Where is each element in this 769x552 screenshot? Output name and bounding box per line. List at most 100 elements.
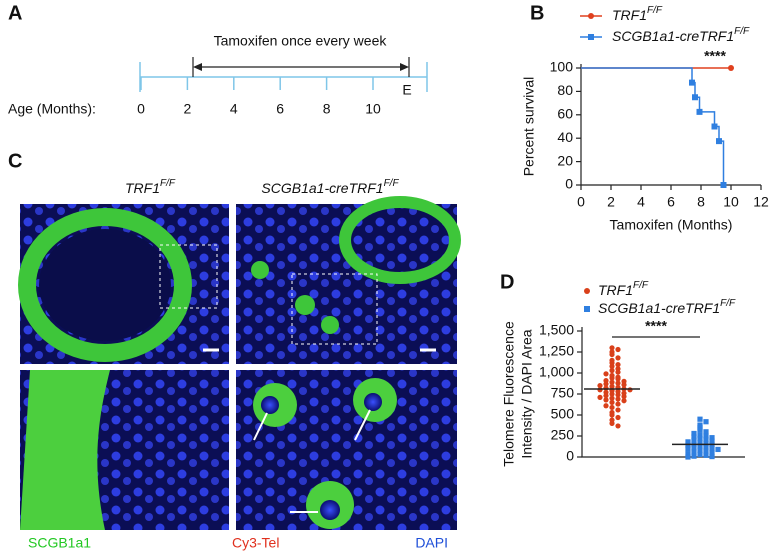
marker [709, 438, 715, 444]
marker [584, 306, 590, 312]
marker [703, 429, 709, 435]
x-axis-title: Tamoxifen (Months) [610, 217, 733, 233]
marker [711, 123, 718, 130]
marker [615, 369, 621, 375]
marker [615, 396, 621, 402]
axis-label: Age (Months): [8, 101, 96, 117]
marker [696, 108, 703, 115]
annotation: **** [645, 318, 667, 334]
y-axis-title: Percent survival [521, 77, 537, 177]
cell [321, 316, 339, 334]
marker [685, 451, 691, 457]
cell [295, 295, 315, 315]
micrographs: TRF1F/F SCGB1a1-creTRF1F/F SCGB1a1 Cy3-T… [18, 178, 461, 551]
arrow [253, 409, 371, 513]
marker [703, 433, 709, 439]
marker [609, 383, 615, 390]
marker [597, 387, 603, 393]
marker [703, 452, 709, 458]
marker [588, 13, 594, 19]
marker [609, 420, 615, 426]
y-tick-label: 20 [557, 152, 573, 168]
y-tick-label: 1,000 [539, 364, 574, 380]
marker [691, 437, 697, 443]
marker [697, 451, 703, 458]
panel-label: D [500, 271, 514, 293]
marker [609, 395, 615, 401]
marker [609, 351, 615, 358]
marker [584, 288, 590, 294]
marker [703, 436, 709, 442]
marker [697, 416, 703, 422]
panel-label: A [8, 2, 22, 24]
marker [697, 447, 703, 453]
series-name: TRF1 [598, 282, 633, 298]
marker [720, 182, 727, 188]
marker [691, 453, 697, 459]
timeline-tick-label: 10 [365, 101, 381, 117]
nucleus [261, 396, 279, 414]
marker [609, 404, 615, 411]
marker [709, 453, 715, 460]
x-tick-label: 0 [577, 194, 585, 210]
marker [597, 394, 603, 400]
marker [716, 138, 722, 145]
panel-label: B [530, 2, 544, 24]
nucleus [364, 393, 382, 411]
y-tick-label: 60 [557, 106, 573, 122]
marker [685, 442, 691, 448]
arrow-label: Tamoxifen once every week [214, 33, 388, 49]
series-name-sup: F/F [734, 26, 750, 37]
timeline: Tamoxifen once every week Age (Months): … [8, 33, 428, 117]
marker [691, 449, 697, 455]
marker [621, 398, 627, 404]
timeline-tick-label: 4 [230, 101, 238, 117]
marker [709, 446, 715, 452]
marker [621, 393, 627, 400]
marker [689, 79, 695, 86]
marker [615, 380, 621, 386]
marker [685, 439, 691, 445]
timeline-tick-label: 2 [184, 101, 192, 117]
timeline-tick-label: 0 [137, 101, 145, 117]
timeline-tick-label: 6 [276, 101, 284, 117]
stain-label: SCGB1a1 [28, 535, 91, 551]
series-name: SCGB1a1-creTRF1 [612, 28, 734, 44]
series-name: TRF1 [612, 7, 647, 23]
series-name: SCGB1a1-creTRF1 [598, 300, 720, 316]
annotation: **** [704, 48, 726, 64]
marker [603, 397, 609, 403]
panel-label: C [8, 150, 22, 172]
marker [615, 407, 621, 413]
timeline-tick-label: 8 [323, 101, 331, 117]
x-tick-label: 6 [667, 194, 675, 210]
y-axis-title: Telomere Fluorescence [501, 321, 517, 467]
y-axis-title: Intensity / DAPI Area [519, 329, 535, 458]
column-title: TRF1F/F [125, 178, 176, 196]
marker [709, 450, 715, 456]
y-tick-label: 1,500 [539, 322, 574, 338]
airway [18, 208, 192, 362]
survival-line [581, 67, 725, 185]
marker [691, 434, 697, 440]
legend-label: SCGB1a1-creTRF1F/F [598, 298, 736, 316]
y-tick-label: 100 [550, 59, 574, 75]
marker [621, 382, 627, 388]
x-tick-label: 10 [723, 194, 739, 210]
epithelium [20, 370, 110, 530]
stain-label: DAPI [415, 535, 448, 551]
marker [697, 440, 703, 446]
marker [609, 391, 615, 397]
marker [697, 427, 703, 433]
series-name-sup: F/F [633, 280, 649, 291]
marker [685, 446, 691, 452]
marker [692, 94, 698, 101]
marker [609, 345, 615, 351]
marker [609, 363, 615, 369]
legend-label: SCGB1a1-creTRF1F/F [612, 26, 750, 44]
legend-label: TRF1F/F [598, 280, 649, 298]
column-title: SCGB1a1-creTRF1F/F [261, 178, 399, 196]
marker [597, 383, 603, 389]
marker [709, 435, 715, 441]
